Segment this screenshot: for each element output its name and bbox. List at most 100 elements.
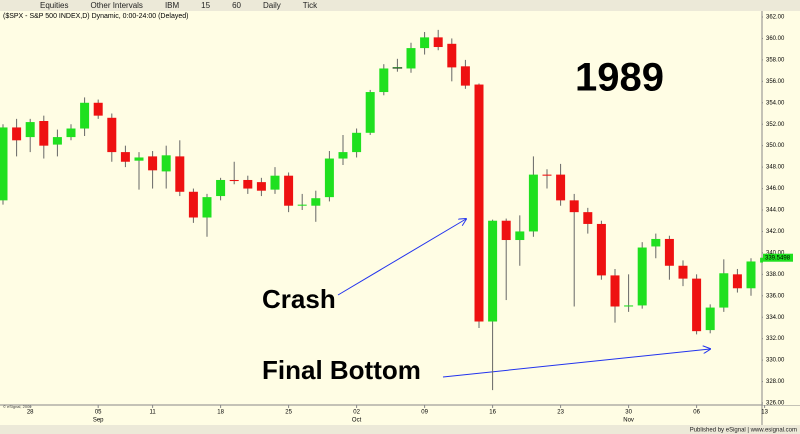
candle-body	[80, 102, 90, 129]
candle-body	[651, 238, 661, 247]
x-tick-label: 25	[285, 410, 292, 416]
x-tick-label: 18	[217, 410, 224, 416]
candle-body	[243, 179, 253, 189]
annotation-crash: Crash	[262, 284, 336, 314]
x-tick-label: 23	[557, 410, 564, 416]
y-tick-label: 350.00	[766, 143, 785, 149]
candle-body	[229, 179, 239, 182]
candle-body	[93, 102, 103, 116]
annotation-year: 1989	[575, 56, 664, 100]
candle-body	[216, 179, 226, 197]
y-tick-label: 362.00	[766, 15, 785, 21]
candle-body	[732, 274, 742, 289]
x-tick-label: 13	[761, 410, 768, 416]
candle-body	[202, 197, 212, 218]
y-tick-label: 356.00	[766, 79, 785, 85]
candle-body	[311, 198, 321, 206]
chart-title: ($SPX - S&P 500 INDEX,D) Dynamic, 0:00-2…	[3, 13, 188, 20]
candle-body	[120, 152, 130, 162]
month-label: Sep	[93, 418, 104, 424]
month-label: Oct	[352, 418, 362, 424]
candle-body	[678, 265, 688, 279]
toolbar	[0, 0, 800, 11]
candle-body	[556, 174, 566, 201]
y-tick-label: 330.00	[766, 358, 785, 364]
copyright: © eSignal, 2009	[3, 404, 32, 409]
last-price-label: 339.5498	[765, 255, 791, 261]
candle-body	[433, 37, 443, 48]
toolbar-item: Other Intervals	[90, 1, 142, 10]
candle-body	[0, 127, 8, 201]
candle-body	[134, 157, 144, 161]
axis-panel	[763, 11, 800, 405]
candle-body	[528, 174, 538, 232]
toolbar-item: Equities	[40, 1, 68, 10]
candle-body	[188, 191, 198, 218]
candle-body	[746, 261, 756, 289]
candle-body	[637, 247, 647, 306]
candle-body	[256, 182, 266, 191]
candle-body	[148, 156, 158, 171]
candle-body	[39, 121, 49, 146]
toolbar-item: IBM	[165, 1, 180, 10]
x-tick-label: 30	[625, 410, 632, 416]
y-tick-label: 358.00	[766, 57, 785, 63]
arrow	[337, 219, 466, 296]
candle-body	[338, 152, 348, 159]
y-tick-label: 332.00	[766, 336, 785, 342]
candle-body	[175, 156, 185, 192]
footer-bar	[0, 425, 800, 434]
toolbar-items: Equities Other Intervals IBM 15 60 Daily Tick	[40, 1, 318, 10]
candle-body	[392, 67, 403, 69]
y-tick-label: 342.00	[766, 229, 785, 235]
y-tick-label: 328.00	[766, 379, 785, 385]
candle-body	[12, 127, 22, 141]
candle-body	[324, 158, 334, 198]
candle-body	[515, 231, 525, 241]
y-tick-label: 354.00	[766, 100, 785, 106]
y-tick-label: 338.00	[766, 272, 785, 278]
candle-body	[569, 200, 579, 213]
candle-body	[692, 278, 702, 332]
toolbar-item: 15	[201, 1, 210, 10]
candle-body	[664, 238, 674, 266]
candle-body	[161, 155, 171, 172]
candle-body	[474, 84, 484, 322]
y-tick-label: 340.00	[766, 250, 785, 256]
y-tick-label: 352.00	[766, 122, 785, 128]
candle-body	[501, 220, 511, 241]
candle-body	[284, 175, 294, 206]
toolbar-item: Tick	[303, 1, 318, 10]
x-tick-label: 06	[693, 410, 700, 416]
candle-body	[365, 92, 375, 133]
candle-body	[610, 275, 620, 307]
y-tick-label: 334.00	[766, 315, 785, 321]
toolbar-item: Daily	[263, 1, 281, 10]
month-label: Nov	[623, 418, 634, 424]
candle-body	[107, 117, 117, 153]
y-tick-label: 346.00	[766, 186, 785, 192]
candle-body	[420, 37, 430, 49]
candle-body	[352, 132, 362, 153]
candle-body	[297, 204, 307, 206]
y-tick-label: 344.00	[766, 208, 785, 214]
y-tick-label: 348.00	[766, 165, 785, 171]
candle-body	[596, 223, 606, 276]
candle-body	[66, 128, 76, 138]
candle-body	[406, 48, 416, 69]
y-tick-label: 326.00	[766, 401, 785, 407]
candle-body	[624, 305, 634, 307]
y-tick-label: 360.00	[766, 36, 785, 42]
candle-body	[25, 122, 35, 138]
x-tick-label: 11	[149, 410, 156, 416]
candle-body	[52, 137, 62, 145]
candle-body	[542, 174, 552, 176]
last-price-box	[763, 253, 793, 262]
x-tick-label: 09	[421, 410, 428, 416]
candle-body	[488, 220, 498, 322]
arrow	[442, 349, 710, 378]
toolbar-item: 60	[232, 1, 241, 10]
